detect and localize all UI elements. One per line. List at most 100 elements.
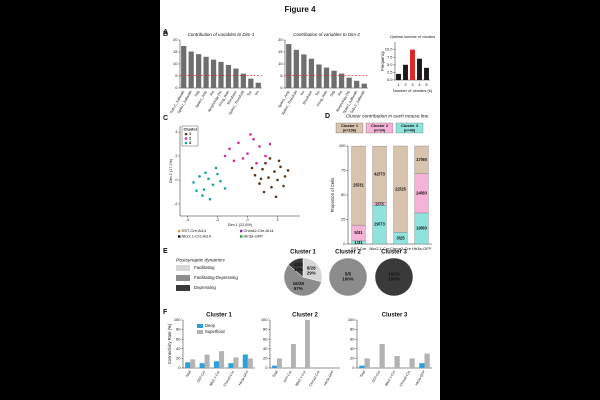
y-tick-label: 5.0 — [387, 62, 393, 67]
slice-label: 14% — [294, 267, 303, 272]
slice-count: 5/5 — [345, 272, 352, 277]
genotype-label: Nkx2.1-Cre;Ai14 — [182, 234, 212, 239]
y-tick-label: 75 — [341, 168, 346, 173]
scatter-point — [262, 190, 266, 194]
y-tick-label: 80 — [176, 327, 181, 332]
bar — [286, 44, 292, 88]
y-axis-label: Proportion of Cells — [330, 178, 335, 212]
x-tick-label: SST-Cre — [371, 370, 381, 383]
bar — [305, 320, 310, 368]
scatter-point — [216, 172, 219, 176]
bar-value-label: 19/60 — [416, 226, 427, 231]
legend-label: Facilitating-Depressing — [194, 275, 238, 280]
bar — [225, 64, 232, 88]
bar — [424, 67, 429, 80]
scatter-point — [195, 189, 198, 193]
scatter-point — [277, 159, 281, 163]
legend-swatch — [176, 265, 190, 271]
bar — [196, 54, 202, 88]
scatter-point — [249, 133, 252, 136]
y-axis-label: Frequency — [380, 50, 385, 71]
bar — [323, 67, 330, 88]
y-tick-label: 0 — [280, 85, 283, 90]
bar — [354, 80, 360, 88]
scatter-point — [201, 194, 204, 197]
scatter-point — [228, 147, 231, 151]
bar — [346, 77, 352, 88]
bar-segment — [351, 145, 366, 226]
legend-swatch — [197, 324, 203, 328]
scatter-point — [267, 176, 270, 179]
bar — [409, 358, 415, 368]
y-tick-label: 60 — [263, 336, 268, 341]
legend-swatch — [176, 275, 190, 281]
y-tick-label: 20 — [350, 355, 355, 360]
slice-count: 4/28 — [294, 262, 303, 267]
x-tick-label: Total — [272, 370, 279, 378]
x-tick-label: -2 — [216, 218, 219, 222]
y-tick-label: 20 — [278, 37, 283, 42]
y-tick-label: -2 — [174, 202, 177, 206]
legend-label: Superficial — [205, 329, 225, 334]
scatter-point — [276, 178, 279, 182]
legend-count: (n=106) — [343, 129, 357, 133]
scatter-point — [273, 170, 276, 173]
genotype-marker — [178, 235, 181, 238]
panel-letter: A — [163, 29, 168, 36]
legend-box — [181, 125, 199, 147]
bar-value-label: 5/31 — [354, 230, 363, 235]
scatter-point — [264, 154, 267, 158]
chart-title: Cluster 3 — [382, 313, 408, 319]
scatter-point — [258, 182, 261, 185]
legend-count: (n=34) — [374, 129, 386, 133]
chart-title: Cluster contribution in each mouse line — [346, 113, 429, 119]
scatter-point — [253, 173, 257, 177]
bar-value-label: 29/73 — [374, 222, 385, 227]
bar — [331, 70, 337, 88]
chart-title: Cluster 2 — [292, 313, 318, 319]
bar — [338, 73, 345, 88]
y-axis-label: Dim 2 (17.1%) — [169, 158, 173, 183]
legend-label: 2 — [189, 136, 192, 141]
y-tick-label: 20 — [173, 37, 178, 42]
bar — [240, 73, 246, 88]
scatter-point — [207, 177, 210, 181]
chart-title: Contribution of variables to Dim-2 — [293, 32, 360, 37]
bar — [417, 58, 422, 80]
legend-label: Facilitating — [194, 265, 215, 270]
scatter-point — [223, 154, 227, 158]
y-tick-label: 0 — [265, 365, 268, 370]
x-tick-label: Htr3a-GFP — [412, 246, 432, 251]
y-tick-label: 60 — [176, 336, 181, 341]
bar — [210, 59, 217, 88]
bar — [185, 362, 191, 368]
pie-slice — [288, 257, 304, 278]
y-tick-label: 5 — [280, 73, 283, 78]
genotype-label: Chrna2-Cre;Ai14 — [244, 228, 275, 233]
y-tick-label: 10 — [278, 61, 283, 66]
slice-count: 10/10 — [388, 272, 400, 277]
y-tick-label: 80 — [263, 327, 268, 332]
scatter-point — [261, 167, 264, 171]
x-tick-label: Vm — [254, 90, 260, 97]
legend-title: Cluster — [184, 127, 198, 132]
genotype-marker — [240, 235, 243, 238]
legend-count: (n=49) — [404, 129, 416, 133]
x-tick-label: Vm — [299, 90, 305, 97]
bar-segment — [372, 145, 387, 203]
bar — [242, 354, 248, 368]
bar — [394, 356, 400, 368]
bar — [364, 358, 370, 368]
slice-count: 8/28 — [307, 265, 316, 270]
bar — [247, 358, 253, 368]
slice-count: 16/28 — [293, 281, 305, 286]
genotype-marker — [178, 229, 181, 233]
bar — [228, 363, 234, 368]
panel-letter: F — [163, 309, 168, 316]
bar — [291, 344, 296, 368]
x-tick-label: Rheobase — [226, 90, 237, 105]
panel-letter: B — [163, 31, 168, 38]
x-tick-label: -4 — [186, 218, 189, 222]
y-tick-label: 0 — [352, 365, 355, 370]
legend-title: Postsynaptic dynamics — [176, 257, 225, 263]
